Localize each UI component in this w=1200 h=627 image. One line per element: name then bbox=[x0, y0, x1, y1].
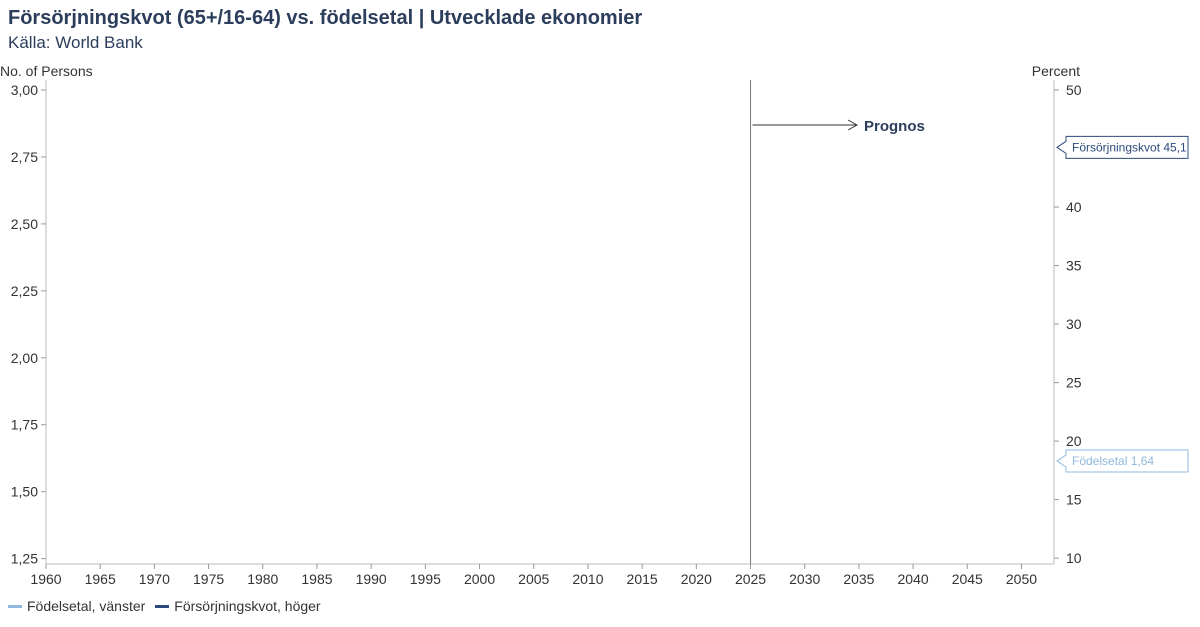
y-right-tick-label: 20 bbox=[1066, 433, 1082, 449]
y-right-tick-label: 30 bbox=[1066, 316, 1082, 332]
x-tick-label: 2020 bbox=[681, 571, 712, 587]
x-tick-label: 2050 bbox=[1006, 571, 1037, 587]
y-left-tick-label: 2,00 bbox=[11, 350, 38, 366]
legend-label-fodelsetal: Födelsetal, vänster bbox=[27, 598, 146, 614]
end-label-text: Födelsetal 1,64 bbox=[1072, 454, 1154, 468]
forecast-arrow-head bbox=[847, 119, 859, 131]
legend-swatch-forsorjningskvot bbox=[155, 604, 170, 608]
y-left-tick-label: 2,75 bbox=[11, 149, 38, 165]
x-tick-label: 1975 bbox=[193, 571, 224, 587]
x-tick-label: 2035 bbox=[843, 571, 874, 587]
x-tick-label: 2000 bbox=[464, 571, 495, 587]
axes-layer: 1960 1965 1970 1975 1980 1985 1990 1995 2000 2005… bbox=[0, 63, 1082, 587]
legend-item-forsorjningskvot[interactable]: Försörjningskvot, höger bbox=[155, 598, 321, 614]
x-tick-label: 1995 bbox=[410, 571, 441, 587]
y-right-tick-label: 25 bbox=[1066, 375, 1082, 391]
x-tick-label: 1985 bbox=[301, 571, 332, 587]
legend: Födelsetal, vänster Försörjningskvot, hö… bbox=[8, 598, 321, 614]
y-right-tick-label: 10 bbox=[1066, 550, 1082, 566]
x-tick-label: 1970 bbox=[139, 571, 170, 587]
y-right-tick-label: 35 bbox=[1066, 258, 1082, 274]
x-tick-label: 1990 bbox=[356, 571, 387, 587]
y-right-axis-title: Percent bbox=[1032, 63, 1080, 79]
y-right-tick-label: 15 bbox=[1066, 492, 1082, 508]
labels-layer: Prognos Försörjningskvot 45,1 Födelsetal 1… bbox=[864, 118, 1189, 473]
x-tick-label: 2025 bbox=[735, 571, 766, 587]
legend-swatch-fodelsetal bbox=[8, 604, 22, 608]
end-label-box bbox=[1056, 449, 1189, 473]
x-tick-label: 1965 bbox=[85, 571, 116, 587]
end-label-0: Försörjningskvot 45,1 bbox=[1056, 135, 1189, 159]
x-tick-label: 2010 bbox=[572, 571, 603, 587]
chart-subtitle: Källa: World Bank bbox=[8, 33, 143, 52]
end-label-text: Försörjningskvot 45,1 bbox=[1072, 140, 1187, 154]
x-tick-label: 2045 bbox=[952, 571, 983, 587]
marks-layer bbox=[750, 80, 859, 564]
y-left-tick-label: 2,50 bbox=[11, 216, 38, 232]
x-tick-label: 1980 bbox=[247, 571, 278, 587]
x-tick-label: 2040 bbox=[898, 571, 929, 587]
y-left-tick-label: 1,75 bbox=[11, 417, 38, 433]
chart-title: Försörjningskvot (65+/16-64) vs. födelse… bbox=[8, 7, 643, 29]
x-tick-label: 2015 bbox=[627, 571, 658, 587]
legend-item-fodelsetal[interactable]: Födelsetal, vänster bbox=[8, 598, 145, 614]
y-left-tick-label: 1,50 bbox=[11, 484, 38, 500]
y-left-axis-title: No. of Persons bbox=[0, 63, 93, 79]
x-tick-label: 1960 bbox=[30, 571, 61, 587]
y-left-tick-label: 2,25 bbox=[11, 283, 38, 299]
forecast-label: Prognos bbox=[864, 118, 925, 135]
y-right-tick-label: 40 bbox=[1066, 199, 1082, 215]
y-left-tick-label: 3,00 bbox=[11, 82, 38, 98]
legend-label-forsorjningskvot: Försörjningskvot, höger bbox=[174, 598, 321, 614]
x-tick-label: 2005 bbox=[518, 571, 549, 587]
y-left-tick-label: 1,25 bbox=[11, 551, 38, 567]
end-label-1: Födelsetal 1,64 bbox=[1056, 449, 1189, 473]
y-right-tick-label: 50 bbox=[1066, 82, 1082, 98]
end-label-box bbox=[1056, 135, 1189, 159]
x-tick-label: 2030 bbox=[789, 571, 820, 587]
